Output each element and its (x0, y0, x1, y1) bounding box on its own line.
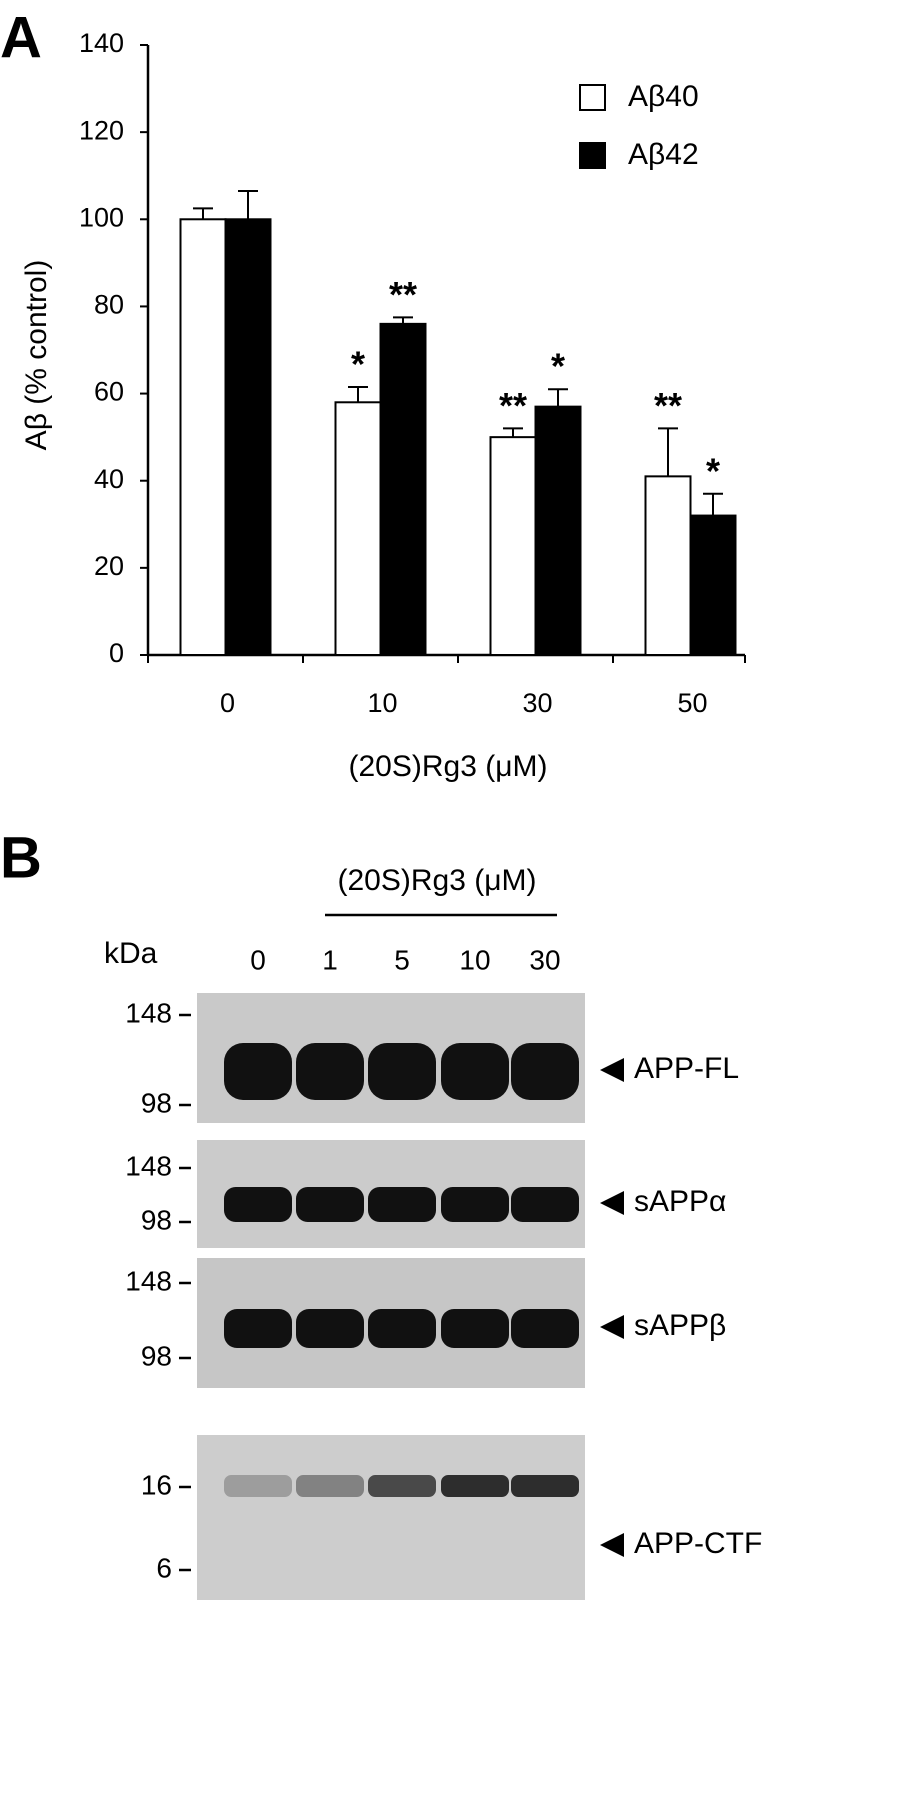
blot-panel (197, 1435, 585, 1600)
y-tick-label: 80 (94, 290, 124, 320)
error-bar (703, 492, 723, 516)
marker-label: 148 (125, 997, 172, 1028)
panel-label: A (0, 5, 42, 70)
lane-label: 30 (529, 944, 560, 975)
x-tick-label: 10 (367, 688, 397, 718)
band-label: sAPPα (634, 1185, 726, 1218)
band-arrow (600, 1533, 624, 1557)
y-axis-label: Aβ (% control) (20, 260, 53, 451)
bar (689, 514, 737, 656)
y-tick-label: 40 (94, 464, 124, 494)
significance-label: ** (499, 385, 527, 426)
blot-title: (20S)Rg3 (μM) (338, 864, 537, 897)
band-arrow (600, 1191, 624, 1215)
legend-swatch (579, 142, 606, 169)
bar (644, 475, 692, 656)
y-tick-label: 140 (79, 28, 124, 58)
blot-band (441, 1187, 509, 1222)
marker-label: 98 (141, 1087, 172, 1118)
x-axis-label: (20S)Rg3 (μM) (349, 750, 548, 783)
bar (379, 322, 427, 656)
marker-label: 98 (141, 1340, 172, 1371)
blot-band (511, 1187, 579, 1222)
blot-band (511, 1309, 579, 1348)
significance-label: * (706, 450, 720, 491)
lane-label: 1 (322, 944, 338, 975)
bar (534, 405, 582, 656)
kda-label: kDa (104, 937, 158, 970)
marker-label: 148 (125, 1150, 172, 1181)
blot-band (441, 1043, 509, 1100)
error-bar (193, 207, 213, 220)
lane-label: 5 (394, 944, 410, 975)
x-tick-label: 0 (220, 688, 235, 718)
bar (224, 218, 272, 657)
error-bar (238, 189, 258, 220)
blot-band (441, 1475, 509, 1497)
x-tick-label: 30 (522, 688, 552, 718)
bar (179, 218, 227, 657)
y-tick-label: 120 (79, 115, 124, 145)
blot-band (224, 1043, 292, 1100)
error-bar (348, 386, 368, 403)
y-tick-label: 20 (94, 551, 124, 581)
blot-band (511, 1043, 579, 1100)
y-tick-label: 60 (94, 377, 124, 407)
band-label: sAPPβ (634, 1309, 726, 1342)
significance-label: * (551, 346, 565, 387)
blot-band (296, 1187, 364, 1222)
error-bar (548, 388, 568, 407)
marker-label: 6 (156, 1552, 172, 1583)
error-bar (393, 316, 413, 324)
band-label: APP-FL (634, 1052, 739, 1085)
blot-band (441, 1309, 509, 1348)
blot-band (296, 1475, 364, 1497)
marker-label: 98 (141, 1204, 172, 1235)
marker-label: 16 (141, 1469, 172, 1500)
blot-band (368, 1187, 436, 1222)
x-tick-label: 50 (677, 688, 707, 718)
blot-band (368, 1309, 436, 1348)
significance-label: ** (389, 274, 417, 315)
bar (334, 401, 382, 656)
blot-band (224, 1309, 292, 1348)
y-tick-label: 100 (79, 202, 124, 232)
bar (489, 436, 537, 656)
band-label: APP-CTF (634, 1527, 762, 1560)
blot-band (296, 1309, 364, 1348)
blot-band (368, 1475, 436, 1497)
blot-band (296, 1043, 364, 1100)
significance-label: * (351, 344, 365, 385)
lane-label: 0 (250, 944, 266, 975)
band-arrow (600, 1058, 624, 1082)
panel-label: B (0, 825, 42, 890)
legend-label: Aβ40 (628, 80, 699, 113)
blot-band (368, 1043, 436, 1100)
marker-label: 148 (125, 1265, 172, 1296)
legend-label: Aβ42 (628, 138, 699, 171)
blot-band (511, 1475, 579, 1497)
blot-band (224, 1475, 292, 1497)
blot-band (224, 1187, 292, 1222)
y-tick-label: 0 (109, 638, 124, 668)
band-arrow (600, 1315, 624, 1339)
error-bar (503, 427, 523, 438)
error-bar (658, 427, 678, 477)
lane-label: 10 (459, 944, 490, 975)
legend-swatch (579, 84, 606, 111)
significance-label: ** (654, 385, 682, 426)
